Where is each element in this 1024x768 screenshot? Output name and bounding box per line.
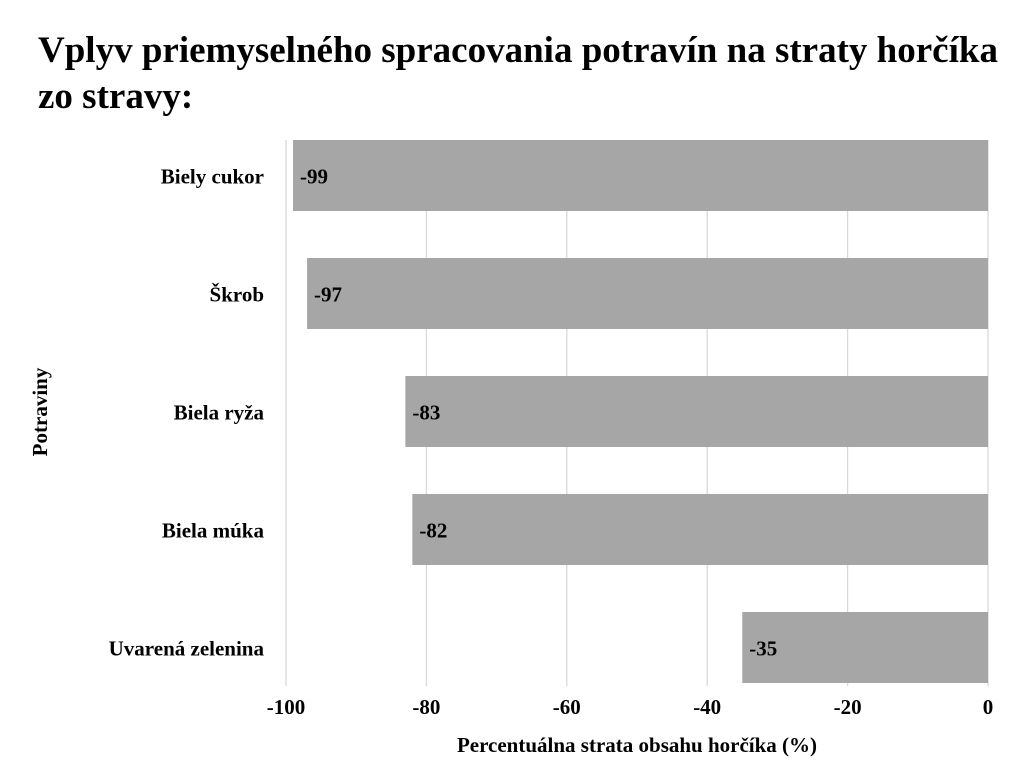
category-label: Biely cukor [161, 165, 264, 189]
bar [412, 494, 988, 565]
bar [742, 612, 988, 683]
category-label: Uvarená zelenina [109, 637, 265, 661]
x-tick-label: -60 [553, 695, 581, 719]
data-label: -99 [300, 165, 328, 189]
x-tick-label: -40 [693, 695, 721, 719]
x-tick-label: 0 [983, 695, 994, 719]
data-label: -83 [412, 401, 440, 425]
category-label: Biela ryža [174, 401, 265, 425]
x-tick-label: -20 [834, 695, 862, 719]
data-label: -97 [314, 283, 342, 307]
data-label: -35 [749, 637, 777, 661]
x-axis-label: Percentuálna strata obsahu horčíka (%) [457, 733, 817, 757]
x-tick-label: -80 [412, 695, 440, 719]
category-label: Škrob [210, 283, 264, 307]
category-label: Biela múka [162, 519, 265, 543]
bar [293, 140, 988, 211]
data-label: -82 [419, 519, 447, 543]
bar [405, 376, 989, 447]
chart-title: Vplyv priemyselného spracovania potravín… [38, 30, 998, 117]
x-tick-label: -100 [267, 695, 306, 719]
y-axis-label: Potraviny [28, 367, 52, 456]
bar [307, 258, 988, 329]
